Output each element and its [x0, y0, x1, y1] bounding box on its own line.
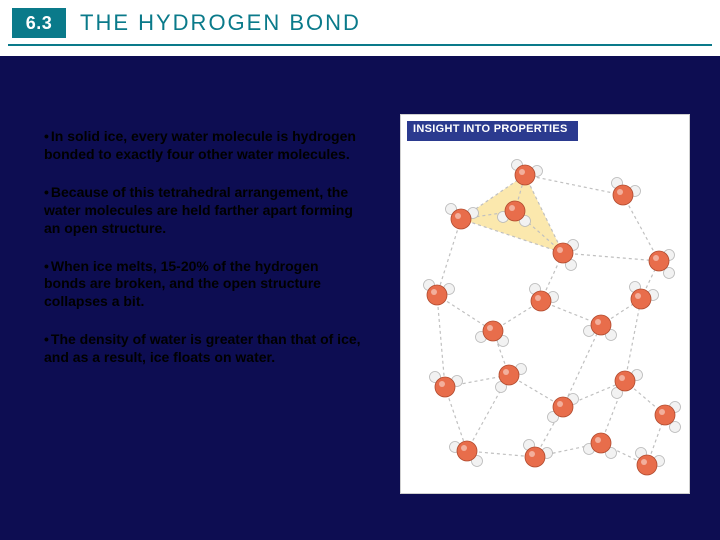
bullet-text: The density of water is greater than tha… [44, 331, 361, 365]
bullet-text: Because of this tetrahedral arrangement,… [44, 184, 353, 236]
figure-panel: INSIGHT INTO PROPERTIES [400, 114, 690, 494]
section-number: 6.3 [12, 8, 66, 38]
bullet-item: When ice melts, 15-20% of the hydrogen b… [44, 258, 364, 312]
ice-lattice-diagram [407, 145, 685, 489]
bullet-dot-icon [44, 258, 51, 274]
bullet-list: In solid ice, every water molecule is hy… [44, 128, 364, 387]
bullet-text: In solid ice, every water molecule is hy… [44, 128, 356, 162]
bullet-dot-icon [44, 128, 51, 144]
insight-label: INSIGHT INTO PROPERTIES [407, 121, 578, 141]
section-title: THE HYDROGEN BOND [80, 10, 361, 36]
bullet-dot-icon [44, 184, 51, 200]
slide-header: 6.3 THE HYDROGEN BOND [0, 0, 720, 56]
bullet-item: Because of this tetrahedral arrangement,… [44, 184, 364, 238]
slide-body: In solid ice, every water molecule is hy… [0, 56, 720, 540]
bullet-item: The density of water is greater than tha… [44, 331, 364, 367]
bullet-dot-icon [44, 331, 51, 347]
slide: 6.3 THE HYDROGEN BOND In solid ice, ever… [0, 0, 720, 540]
bullet-item: In solid ice, every water molecule is hy… [44, 128, 364, 164]
header-rule [8, 44, 712, 46]
bullet-text: When ice melts, 15-20% of the hydrogen b… [44, 258, 321, 310]
